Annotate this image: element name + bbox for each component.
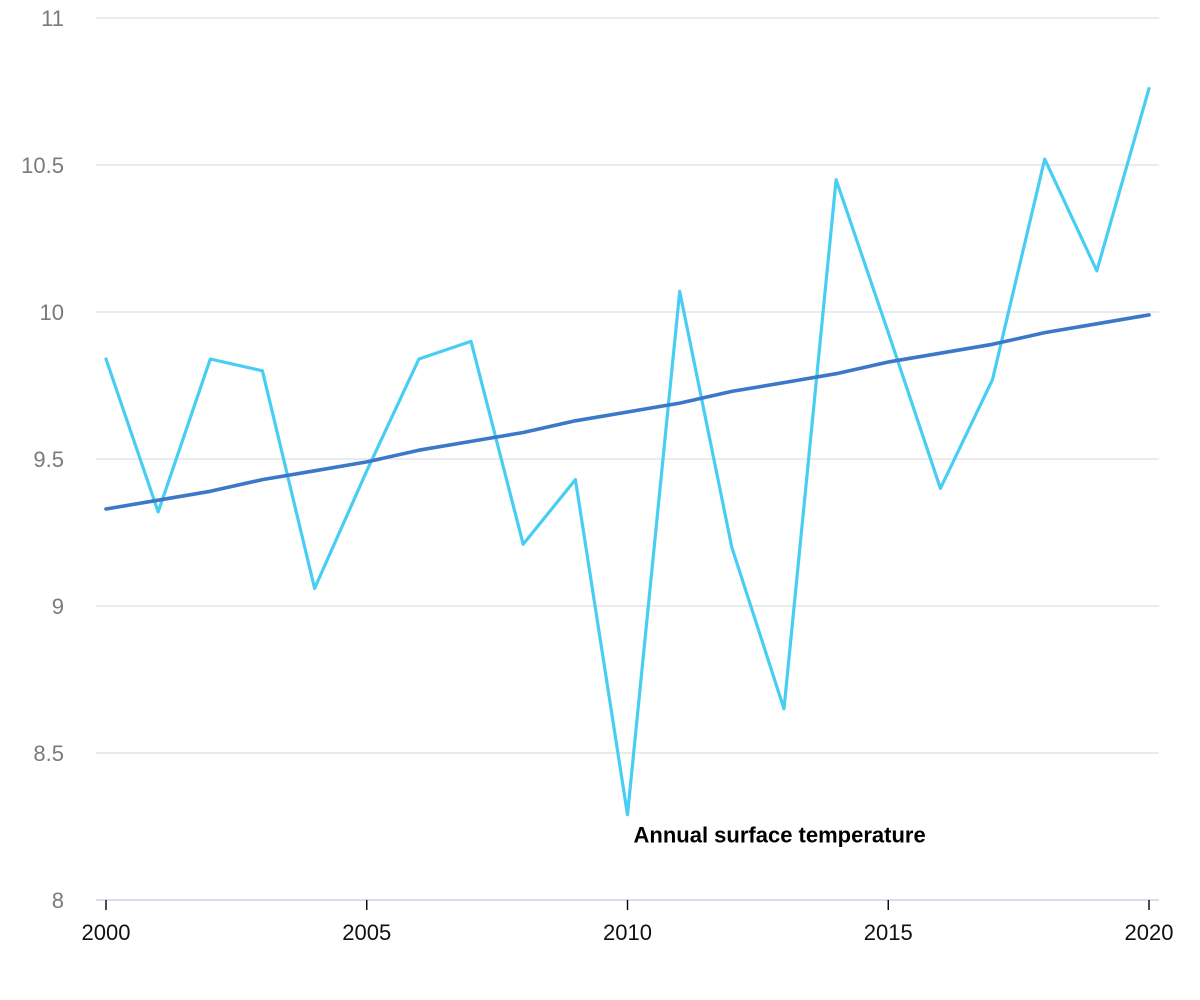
y-tick-label: 11	[41, 6, 64, 31]
x-tick-label: 2010	[603, 920, 652, 945]
series-lines	[104, 86, 1151, 817]
y-axis-labels: 8 8.5 9 9.5 10 10.5 11	[21, 6, 64, 913]
annotations: Annual surface temperature	[634, 823, 926, 848]
x-tick-label: 2005	[342, 920, 391, 945]
x-tick-label: 2000	[82, 920, 131, 945]
grid-lines	[96, 17, 1159, 754]
y-tick-label: 8	[52, 888, 64, 913]
trend-series-line	[104, 313, 1151, 511]
y-tick-label: 10	[40, 300, 64, 325]
x-tick-label: 2015	[864, 920, 913, 945]
y-tick-label: 9.5	[33, 447, 64, 472]
y-tick-label: 10.5	[21, 153, 64, 178]
annotation-label: Annual surface temperature	[634, 823, 926, 848]
x-tick-label: 2020	[1125, 920, 1174, 945]
y-tick-label: 8.5	[33, 741, 64, 766]
x-axis: 2000 2005 2010 2015 2020	[82, 899, 1174, 945]
y-tick-label: 9	[52, 594, 64, 619]
temperature-series-line	[104, 86, 1151, 817]
